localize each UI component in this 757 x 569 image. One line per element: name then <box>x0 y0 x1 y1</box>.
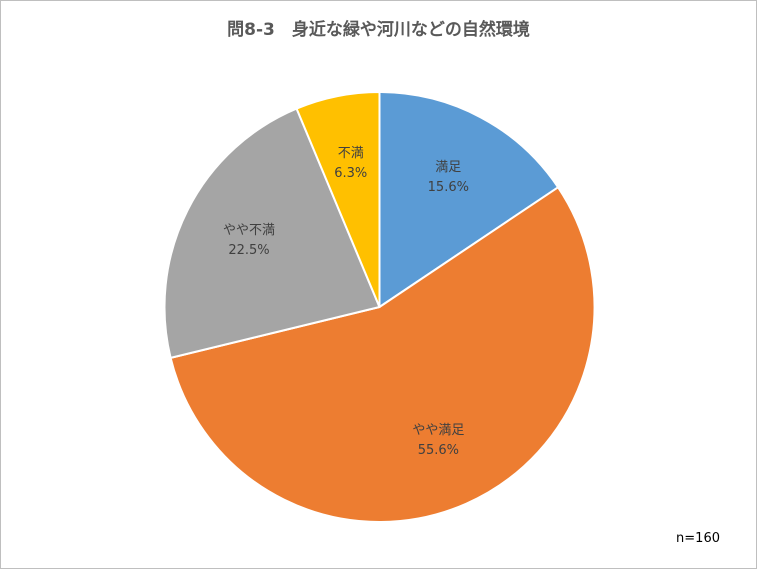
pie-slice-1 <box>378 91 560 308</box>
slice-percent: 6.3% <box>334 165 368 181</box>
slice-category: 不満 <box>337 145 364 161</box>
slice-label-yaya-fuman: やや不満 22.5% <box>194 221 304 261</box>
slice-label-fuman: 不満 6.3% <box>296 144 406 184</box>
slice-label-yaya-manzoku: やや満足 55.6% <box>383 421 493 461</box>
slice-category: やや不満 <box>223 223 276 239</box>
slice-category: 満足 <box>435 160 462 175</box>
sample-size-note: n=160 <box>676 531 720 546</box>
slice-percent: 15.6% <box>427 180 469 195</box>
slice-percent: 22.5% <box>228 243 270 259</box>
pie-slice-4 <box>295 91 381 308</box>
pie-slice-3 <box>163 107 381 359</box>
chart-title: 問8-3 身近な緑や河川などの自然環境 <box>227 20 530 40</box>
pie-slice-2 <box>169 186 596 523</box>
slice-label-manzoku: 満足 15.6% <box>393 158 503 198</box>
slice-category: やや満足 <box>412 422 465 438</box>
slice-percent: 55.6% <box>417 442 460 458</box>
